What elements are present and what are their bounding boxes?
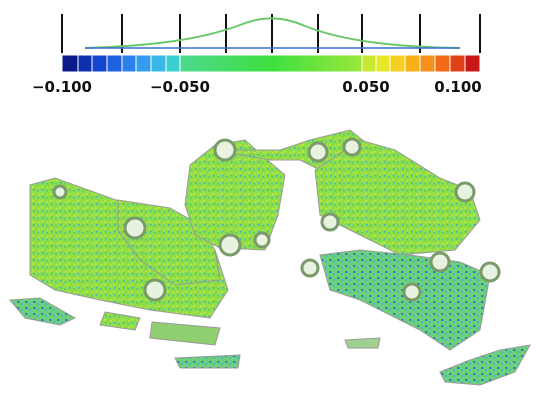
colorbar-block <box>135 54 152 73</box>
colorbar-block <box>361 54 377 73</box>
colorbar-block <box>464 54 481 73</box>
colorbar-block <box>404 54 421 73</box>
scanned-part <box>8 129 531 386</box>
colorbar-block <box>77 54 93 73</box>
colorbar-block <box>434 54 451 73</box>
colorbar-ticks <box>61 14 481 53</box>
colorbar-block <box>106 54 123 73</box>
colorbar-block <box>179 54 363 73</box>
colorbar-block <box>375 54 391 73</box>
scale-label: 0.100 <box>434 78 481 96</box>
colorbar-block <box>150 54 167 73</box>
colorbar-block <box>449 54 466 73</box>
colorbar-block <box>121 54 137 73</box>
colorbar-block <box>91 54 108 73</box>
scale-label: −0.050 <box>150 78 210 96</box>
colorbar-block <box>165 54 181 73</box>
bolt-holes <box>52 137 501 302</box>
distribution-curve <box>84 17 461 49</box>
colorbar-block <box>419 54 436 73</box>
colorbar-block <box>389 54 406 73</box>
colorbar-block <box>61 54 79 73</box>
scale-label: 0.050 <box>342 78 389 96</box>
scale-label: −0.100 <box>32 78 92 96</box>
colorbar <box>61 54 481 73</box>
